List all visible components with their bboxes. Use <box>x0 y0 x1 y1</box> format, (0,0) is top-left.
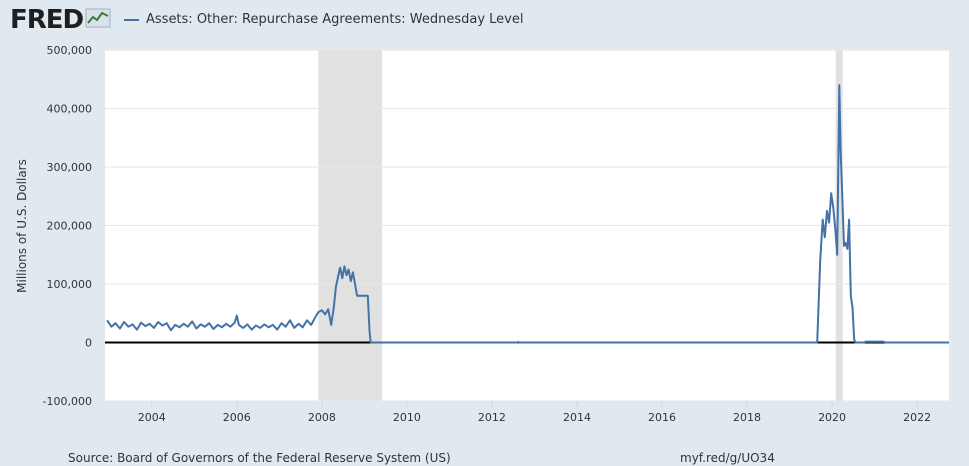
x-tick-label: 2014 <box>563 411 591 424</box>
x-tick-label: 2018 <box>733 411 761 424</box>
x-axis-ticks: 2004 2006 2008 2010 2012 2014 2016 2018 2020 2022 <box>138 401 931 424</box>
legend-series-label: Assets: Other: Repurchase Agreements: We… <box>146 12 524 27</box>
short-link[interactable]: myf.red/g/UO34 <box>680 451 775 465</box>
y-tick-label: -100,000 <box>43 395 92 408</box>
chart-line-icon <box>85 7 111 33</box>
y-tick-label: 100,000 <box>47 278 93 291</box>
y-tick-label: 0 <box>85 337 92 350</box>
y-tick-label: 500,000 <box>47 44 93 57</box>
logo-text: FRED <box>10 5 84 35</box>
legend-swatch <box>124 18 139 21</box>
source-note: Source: Board of Governors of the Federa… <box>68 451 451 465</box>
x-tick-label: 2006 <box>223 411 251 424</box>
y-tick-label: 300,000 <box>47 161 93 174</box>
series-lines <box>106 84 949 344</box>
x-tick-label: 2012 <box>478 411 506 424</box>
x-tick-label: 2016 <box>648 411 676 424</box>
x-tick-label: 2010 <box>393 411 421 424</box>
x-tick-label: 2004 <box>138 411 166 424</box>
x-tick-label: 2020 <box>818 411 846 424</box>
y-tick-label: 400,000 <box>47 103 93 116</box>
x-tick-label: 2008 <box>308 411 336 424</box>
y-axis-ticks: -100,000 0 100,000 200,000 300,000 400,000 500… <box>43 44 92 408</box>
x-tick-label: 2022 <box>903 411 931 424</box>
fred-logo[interactable]: FRED <box>10 5 111 35</box>
y-axis-label: Millions of U.S. Dollars <box>15 159 29 293</box>
y-tick-label: 200,000 <box>47 220 93 233</box>
chart-legend: Assets: Other: Repurchase Agreements: We… <box>124 12 523 27</box>
series-line <box>106 84 949 344</box>
